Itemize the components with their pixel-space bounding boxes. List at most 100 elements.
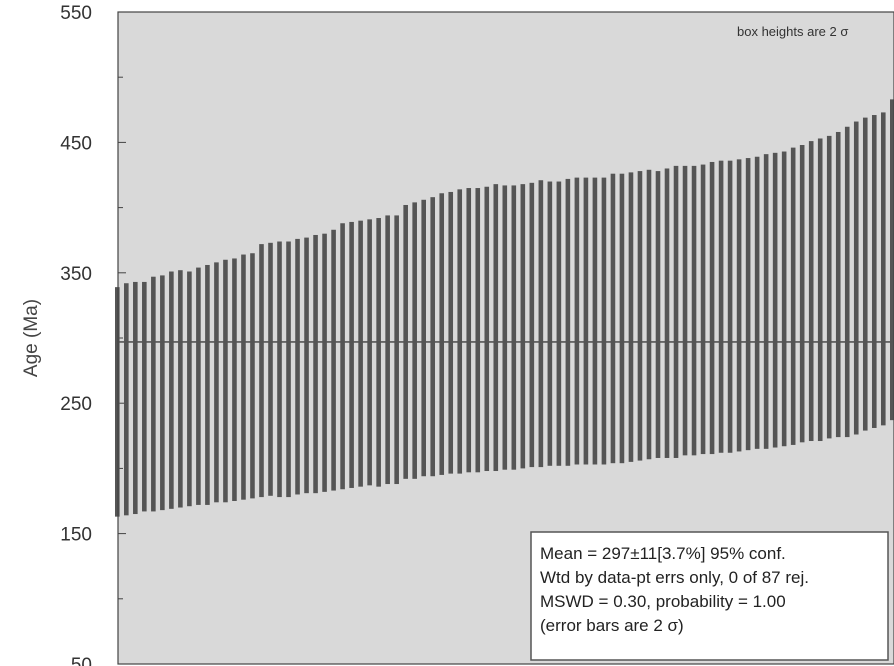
- error-box: [331, 229, 336, 491]
- error-box: [385, 215, 390, 485]
- error-box: [232, 258, 237, 501]
- error-box: [169, 271, 174, 509]
- error-box: [727, 160, 733, 453]
- error-box: [682, 165, 688, 456]
- error-box: [304, 237, 309, 494]
- error-box: [853, 121, 859, 435]
- error-box: [340, 223, 345, 490]
- error-box: [754, 156, 760, 449]
- error-box: [718, 160, 724, 453]
- y-tick-label: 250: [60, 394, 92, 415]
- error-box: [871, 115, 877, 428]
- stats-errorbar-line: (error bars are 2 σ): [540, 616, 684, 635]
- error-box: [430, 197, 436, 477]
- error-box: [268, 242, 273, 496]
- error-box: [709, 161, 715, 455]
- error-box: [547, 181, 553, 466]
- error-box: [574, 177, 580, 465]
- error-box: [646, 169, 652, 460]
- error-box: [826, 135, 832, 439]
- error-box: [736, 159, 742, 452]
- error-box: [115, 287, 120, 517]
- stats-mean-line: Mean = 297±11[3.7%] 95% conf.: [540, 544, 786, 563]
- error-box: [890, 99, 894, 421]
- error-box: [286, 241, 291, 498]
- y-tick-label: 50: [71, 655, 92, 666]
- error-box: [484, 186, 490, 472]
- error-box: [817, 138, 823, 442]
- error-box: [781, 151, 787, 447]
- error-box: [178, 270, 183, 508]
- error-box: [313, 234, 318, 494]
- error-box: [349, 221, 354, 488]
- error-box: [277, 241, 282, 498]
- error-box: [295, 238, 300, 495]
- error-box: [844, 126, 850, 438]
- y-axis: 50 150 250 350 450 550: [60, 3, 126, 666]
- error-box: [493, 184, 499, 472]
- error-box: [511, 185, 517, 470]
- error-box: [763, 154, 769, 449]
- y-tick-label: 350: [60, 264, 92, 285]
- error-box: [394, 215, 399, 485]
- y-tick-label: 450: [60, 133, 92, 154]
- error-box: [610, 173, 616, 464]
- error-box: [835, 131, 841, 438]
- error-box: [448, 191, 454, 474]
- error-box: [772, 152, 778, 448]
- error-box: [790, 147, 796, 445]
- error-box: [124, 283, 129, 516]
- error-box: [655, 171, 661, 458]
- error-box: [880, 112, 886, 426]
- error-box: [502, 185, 508, 470]
- error-box: [745, 158, 751, 451]
- error-box: [196, 267, 201, 505]
- error-box: [637, 171, 643, 461]
- error-box: [619, 173, 625, 464]
- error-box: [583, 177, 589, 465]
- y-axis-title: Age (Ma): [21, 299, 42, 377]
- error-box: [592, 177, 598, 465]
- error-box: [700, 164, 706, 455]
- stats-box-frame: [530, 531, 889, 661]
- error-box: [808, 141, 814, 442]
- error-box: [475, 188, 481, 473]
- error-box: [358, 220, 363, 487]
- error-box: [376, 218, 381, 487]
- error-box: [799, 145, 805, 443]
- error-box: [322, 233, 327, 492]
- error-boxes: [115, 99, 894, 517]
- y-tick-label: 550: [60, 3, 92, 24]
- error-box: [223, 259, 228, 503]
- error-box: [160, 275, 165, 511]
- error-box: [457, 189, 463, 474]
- stats-weighting-line: Wtd by data-pt errs only, 0 of 87 rej.: [540, 568, 809, 587]
- stats-box: Mean = 297±11[3.7%] 95% conf. Wtd by dat…: [530, 531, 889, 661]
- error-box: [241, 254, 246, 500]
- error-box: [187, 271, 192, 507]
- error-box: [205, 264, 210, 505]
- error-box: [250, 253, 255, 499]
- error-box: [421, 199, 426, 477]
- error-box: [601, 177, 607, 465]
- stats-mswd-line: MSWD = 0.30, probability = 1.00: [540, 592, 786, 611]
- error-box: [520, 184, 526, 469]
- error-box: [691, 165, 697, 456]
- error-box: [214, 262, 219, 503]
- box-height-note: box heights are 2 σ: [737, 24, 848, 39]
- error-box: [367, 219, 372, 486]
- error-box: [142, 281, 147, 512]
- error-box: [556, 181, 562, 466]
- y-tick-label: 150: [60, 525, 92, 546]
- error-box: [664, 168, 670, 458]
- error-box: [529, 182, 535, 468]
- error-box: [673, 165, 679, 458]
- error-box: [628, 172, 634, 462]
- error-box: [439, 193, 445, 475]
- error-box: [538, 180, 544, 468]
- plot-frame: [117, 11, 894, 665]
- error-box: [151, 276, 156, 512]
- error-box: [133, 281, 138, 515]
- error-box: [412, 202, 417, 479]
